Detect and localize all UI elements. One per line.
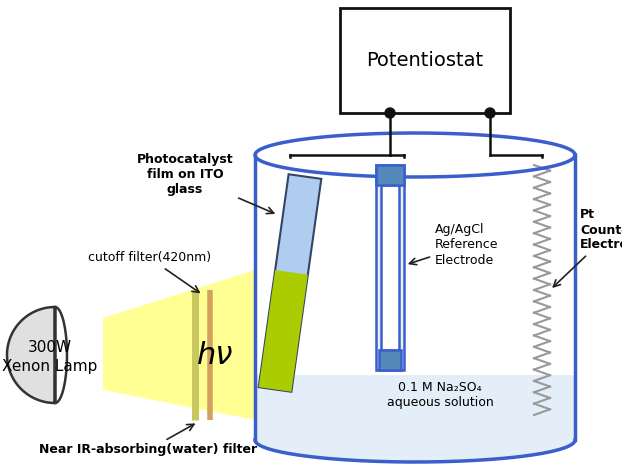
Text: Near IR-absorbing(water) filter: Near IR-absorbing(water) filter bbox=[39, 424, 257, 456]
Polygon shape bbox=[259, 270, 308, 392]
Text: Potentiostat: Potentiostat bbox=[366, 51, 483, 70]
Bar bbox=[340, 8, 510, 113]
Polygon shape bbox=[255, 375, 575, 440]
Circle shape bbox=[485, 108, 495, 118]
Polygon shape bbox=[7, 307, 55, 403]
Polygon shape bbox=[255, 440, 575, 462]
Text: 300W: 300W bbox=[28, 339, 72, 354]
Polygon shape bbox=[259, 174, 322, 392]
Bar bbox=[379, 350, 401, 370]
Bar bbox=[381, 185, 399, 350]
Text: Pt
Counter
Electrode: Pt Counter Electrode bbox=[554, 209, 622, 287]
Text: Ag/AgCl
Reference
Electrode: Ag/AgCl Reference Electrode bbox=[409, 224, 498, 266]
Circle shape bbox=[385, 108, 395, 118]
Bar bbox=[376, 165, 404, 185]
Text: Xenon Lamp: Xenon Lamp bbox=[2, 359, 98, 374]
Text: hν: hν bbox=[197, 341, 233, 370]
Bar bbox=[376, 165, 404, 370]
Text: Photocatalyst
film on ITO
glass: Photocatalyst film on ITO glass bbox=[137, 154, 274, 213]
Text: 0.1 M Na₂SO₄
aqueous solution: 0.1 M Na₂SO₄ aqueous solution bbox=[387, 381, 493, 409]
Text: cutoff filter(420nm): cutoff filter(420nm) bbox=[88, 251, 211, 292]
Polygon shape bbox=[103, 270, 255, 420]
